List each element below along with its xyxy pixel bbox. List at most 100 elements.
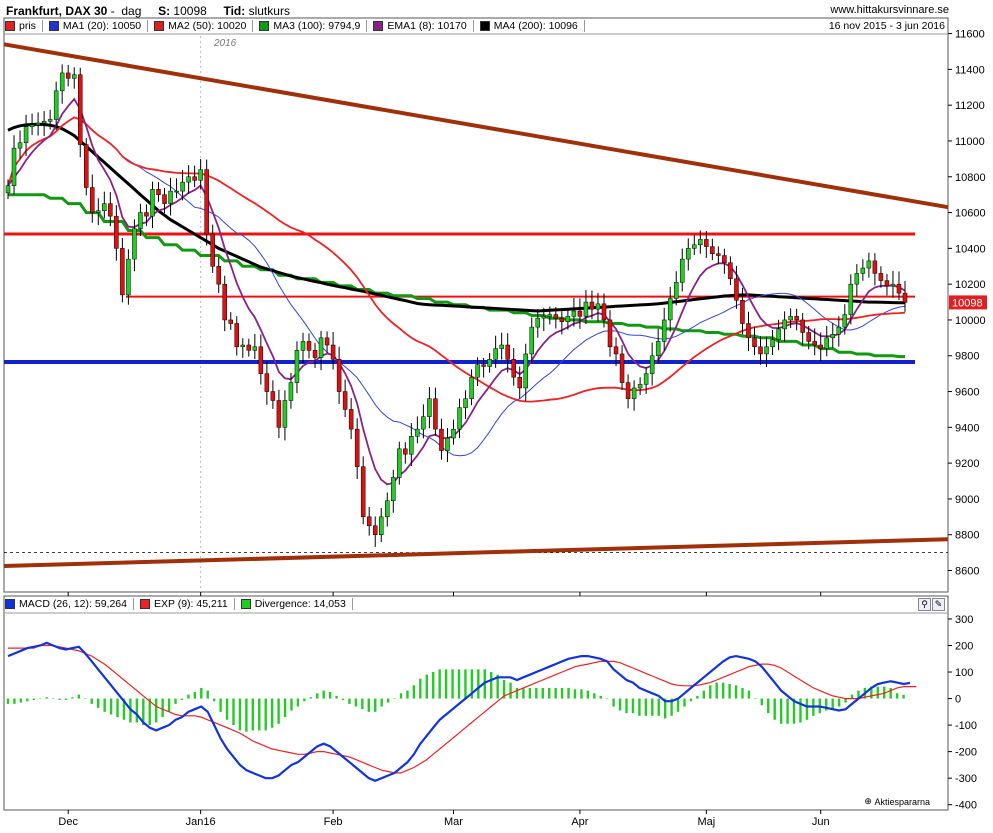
candle-body <box>529 326 535 355</box>
candle-body <box>800 319 805 333</box>
divergence-bar <box>895 693 899 699</box>
candle-body <box>324 337 330 346</box>
divergence-bar <box>741 687 744 699</box>
x-tick-label: Jun <box>812 816 830 828</box>
divergence-bar <box>406 690 409 699</box>
candle-body <box>782 319 787 330</box>
divergence-bar <box>328 691 332 699</box>
candle-body <box>397 448 402 478</box>
y-tick-label: 9800 <box>955 351 979 363</box>
candle-body <box>409 436 414 455</box>
candle-body <box>198 169 203 181</box>
y-tick-label: 11400 <box>955 64 985 76</box>
candle-body <box>722 255 727 263</box>
divergence-bar <box>341 698 345 700</box>
y-tick-label: 10800 <box>955 172 986 184</box>
zoom-icon[interactable]: ⚲ <box>918 598 931 611</box>
y-tick-label: 11600 <box>955 29 985 41</box>
divergence-bar <box>702 690 706 699</box>
candle-body <box>156 189 161 195</box>
divergence-bar <box>631 698 635 714</box>
macd-y-tick-label: 200 <box>955 640 973 652</box>
candle-body <box>336 359 342 392</box>
candle-body <box>667 298 673 321</box>
divergence-bar <box>567 687 570 699</box>
divergence-bar <box>464 669 467 699</box>
divergence-bar <box>535 687 538 699</box>
divergence-bar <box>193 691 197 699</box>
divergence-bar <box>548 687 551 699</box>
candle-body <box>228 319 233 324</box>
candle-body <box>162 194 167 204</box>
candle-body <box>481 364 486 367</box>
y-tick-label: 8800 <box>955 530 979 542</box>
divergence-bar <box>754 698 757 700</box>
settings-icon[interactable]: ✎ <box>932 598 945 611</box>
divergence-bar <box>638 698 641 716</box>
macd-y-tick-label: -200 <box>955 747 977 759</box>
candle-body <box>565 316 571 322</box>
candle-body <box>385 500 390 518</box>
ma3-swatch <box>259 21 270 31</box>
candle-body <box>487 359 492 367</box>
candle-body <box>752 337 757 348</box>
candle-body <box>770 339 775 348</box>
candle-body <box>830 334 836 339</box>
candle-body <box>240 344 246 348</box>
candle-body <box>890 283 896 287</box>
candle-body <box>210 233 215 267</box>
divergence-bar <box>161 698 164 718</box>
pris-swatch <box>5 21 15 31</box>
divergence-bar <box>612 698 615 707</box>
candle-body <box>559 317 565 322</box>
divergence-bar <box>290 698 293 711</box>
candle-body <box>180 181 185 192</box>
divergence-bar <box>902 694 905 699</box>
candle-body <box>174 190 179 193</box>
site-url[interactable]: www.hittakursvinnare.se <box>830 4 949 16</box>
divergence-bar <box>309 697 313 699</box>
divergence-bar <box>13 698 16 704</box>
divergence-bar <box>786 698 789 724</box>
divergence-bar <box>90 698 93 704</box>
candle-body <box>222 283 227 321</box>
candle-body <box>168 190 173 204</box>
candle-body <box>451 428 456 439</box>
divergence-bar <box>721 682 725 699</box>
divergence-bar <box>116 698 119 718</box>
candle-body <box>686 248 691 260</box>
macd-y-tick-label: 300 <box>955 614 973 626</box>
divergence-bar <box>580 689 583 699</box>
divergence-bar <box>84 698 87 700</box>
divergence-bar <box>277 698 280 724</box>
candle-body <box>607 319 613 348</box>
candle-body <box>11 147 17 186</box>
candle-body <box>96 210 101 213</box>
divergence-bar <box>747 690 751 699</box>
y-tick-label: 9200 <box>955 458 979 470</box>
candle-body <box>692 244 697 249</box>
divergence-bar <box>457 669 461 699</box>
candle-body <box>535 317 541 328</box>
candle-body <box>276 400 282 428</box>
divergence-bar <box>728 683 731 699</box>
divergence-bar <box>251 698 255 731</box>
candle-body <box>673 282 679 299</box>
candle-body <box>601 303 607 321</box>
divergence-bar <box>734 685 738 699</box>
candle-body <box>818 344 823 349</box>
candle-body <box>848 283 854 315</box>
candle-body <box>138 212 143 229</box>
divergence-bar <box>71 697 74 699</box>
divergence-bar <box>187 694 190 699</box>
ma4-swatch <box>479 21 490 31</box>
y-tick-label: 9600 <box>955 387 979 399</box>
divergence-bar <box>528 687 532 699</box>
divergence-bar <box>180 698 184 700</box>
candle-body <box>312 350 318 358</box>
candle-body <box>643 373 649 385</box>
y-tick-label: 10400 <box>955 243 986 255</box>
candle-body <box>294 350 300 383</box>
candle-body <box>896 283 902 294</box>
